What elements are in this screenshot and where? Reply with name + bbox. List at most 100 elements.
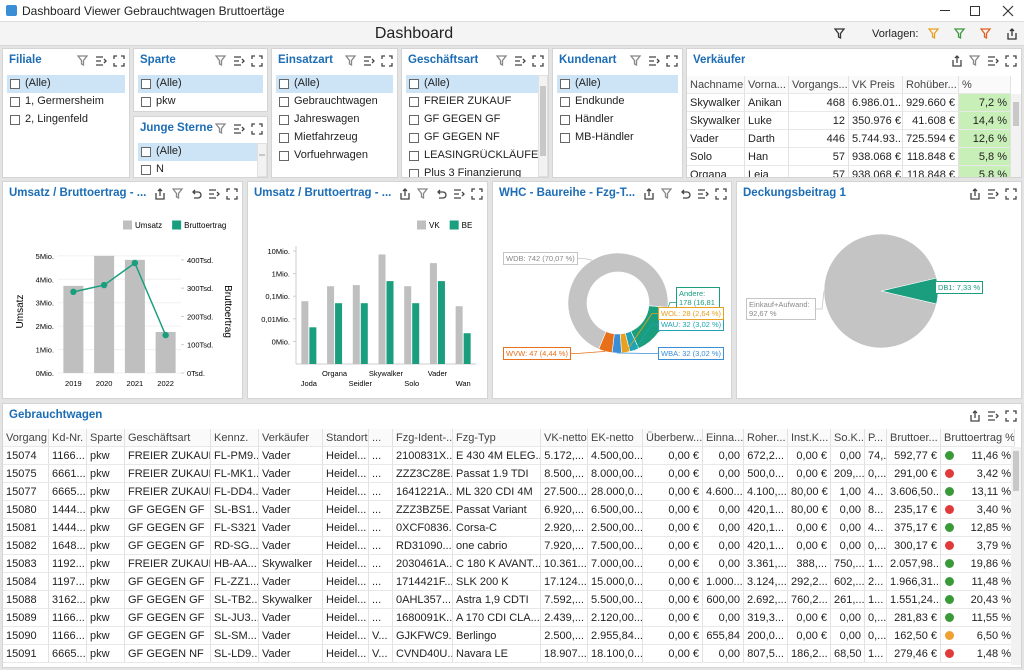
icon-multi[interactable] [95,55,107,67]
filter-item[interactable]: Vorfuehrwagen [276,147,393,165]
checkbox[interactable] [560,115,570,125]
icon-clear[interactable] [969,55,981,67]
column-header[interactable]: ... [369,429,393,447]
column-header[interactable]: Überberw... [643,429,703,447]
filter-item[interactable]: Mietfahrzeug [276,129,393,147]
filter-item[interactable]: Jahreswagen [276,111,393,129]
column-header[interactable]: Standort [323,429,369,447]
icon-exp[interactable] [969,410,981,422]
filter-item[interactable]: GF GEGEN GF [406,111,538,129]
scroll-thumb[interactable] [259,154,265,156]
checkbox[interactable] [10,115,20,125]
icon-clear[interactable] [496,55,508,67]
column-header[interactable]: Einna... [703,429,744,447]
checkbox[interactable] [409,79,419,89]
column-header[interactable]: Vorgang [3,429,49,447]
column-header[interactable]: Bruttoer... [887,429,941,447]
scroll-thumb[interactable] [540,86,546,156]
icon-exp[interactable] [399,188,411,200]
column-header[interactable]: Geschäftsart [125,429,211,447]
icon-clear[interactable] [980,28,992,40]
filter-item[interactable]: Endkunde [557,93,678,111]
icon-multi[interactable] [208,188,220,200]
icon-max[interactable] [1005,55,1017,67]
icon-undo[interactable] [435,188,447,200]
icon-max[interactable] [471,188,483,200]
scroll-thumb[interactable] [1013,102,1019,126]
column-header[interactable]: Kd-Nr. [49,429,87,447]
icon-clear[interactable] [954,28,966,40]
icon-multi[interactable] [987,410,999,422]
filter-item[interactable]: GF GEGEN NF [406,129,538,147]
filter-item[interactable]: MB-Händler [557,129,678,147]
filter-item[interactable]: Händler [557,111,678,129]
icon-exp[interactable] [643,188,655,200]
filter-item[interactable]: N [138,161,257,177]
icon-clear[interactable] [215,123,227,135]
checkbox[interactable] [560,133,570,143]
icon-multi[interactable] [363,55,375,67]
column-header[interactable]: Verkäufer [259,429,323,447]
scrollbar[interactable] [1011,447,1021,665]
icon-multi[interactable] [233,55,245,67]
icon-max[interactable] [1005,188,1017,200]
icon-max[interactable] [251,55,263,67]
scrollbar[interactable] [538,75,548,177]
column-header[interactable]: Fzg-Ident-... [393,429,453,447]
icon-multi[interactable] [697,188,709,200]
column-header[interactable]: Inst.K... [788,429,831,447]
checkbox[interactable] [560,97,570,107]
icon-clear[interactable] [630,55,642,67]
icon-multi[interactable] [453,188,465,200]
checkbox[interactable] [409,133,419,143]
icon-max[interactable] [113,55,125,67]
column-header[interactable]: EK-netto [588,429,643,447]
icon-clear[interactable] [661,188,673,200]
checkbox[interactable] [10,97,20,107]
filter-item[interactable]: (Alle) [138,75,263,93]
filter-item[interactable]: (Alle) [276,75,393,93]
icon-clear[interactable] [834,28,846,40]
column-header[interactable]: Kennz. [211,429,259,447]
checkbox[interactable] [409,169,419,177]
icon-clear[interactable] [417,188,429,200]
filter-item[interactable]: pkw [138,93,263,111]
column-header[interactable]: Vorgangs... [789,76,849,94]
column-header[interactable]: Bruttoertrag % [941,429,1015,447]
icon-max[interactable] [532,55,544,67]
icon-max[interactable] [666,55,678,67]
filter-item[interactable]: Gebrauchtwagen [276,93,393,111]
icon-exp[interactable] [969,188,981,200]
maximize-button[interactable] [970,6,980,16]
icon-clear[interactable] [77,55,89,67]
icon-undo[interactable] [190,188,202,200]
checkbox[interactable] [141,165,151,175]
icon-multi[interactable] [514,55,526,67]
close-button[interactable] [1002,5,1014,17]
icon-clear[interactable] [928,28,940,40]
icon-max[interactable] [715,188,727,200]
column-header[interactable]: Nachname [687,76,745,94]
column-header[interactable]: % [959,76,1011,94]
column-header[interactable]: So.K... [831,429,865,447]
checkbox[interactable] [10,79,20,89]
filter-item[interactable]: 1, Germersheim [7,93,125,111]
column-header[interactable]: Sparte [87,429,125,447]
filter-item[interactable]: Plus 3 Finanzierung [406,165,538,177]
checkbox[interactable] [141,79,151,89]
filter-item[interactable]: FREIER ZUKAUF [406,93,538,111]
scrollbar[interactable] [257,143,267,177]
column-header[interactable]: Fzg-Typ [453,429,541,447]
minimize-button[interactable] [940,10,950,11]
scroll-thumb[interactable] [1013,451,1019,491]
icon-clear[interactable] [215,55,227,67]
icon-multi[interactable] [233,123,245,135]
icon-clear[interactable] [345,55,357,67]
icon-multi[interactable] [987,55,999,67]
column-header[interactable]: Roher... [744,429,788,447]
filter-item[interactable]: (Alle) [406,75,538,93]
icon-clear[interactable] [172,188,184,200]
filter-item[interactable]: 2, Lingenfeld [7,111,125,129]
checkbox[interactable] [279,97,289,107]
column-header[interactable]: VK Preis [849,76,903,94]
